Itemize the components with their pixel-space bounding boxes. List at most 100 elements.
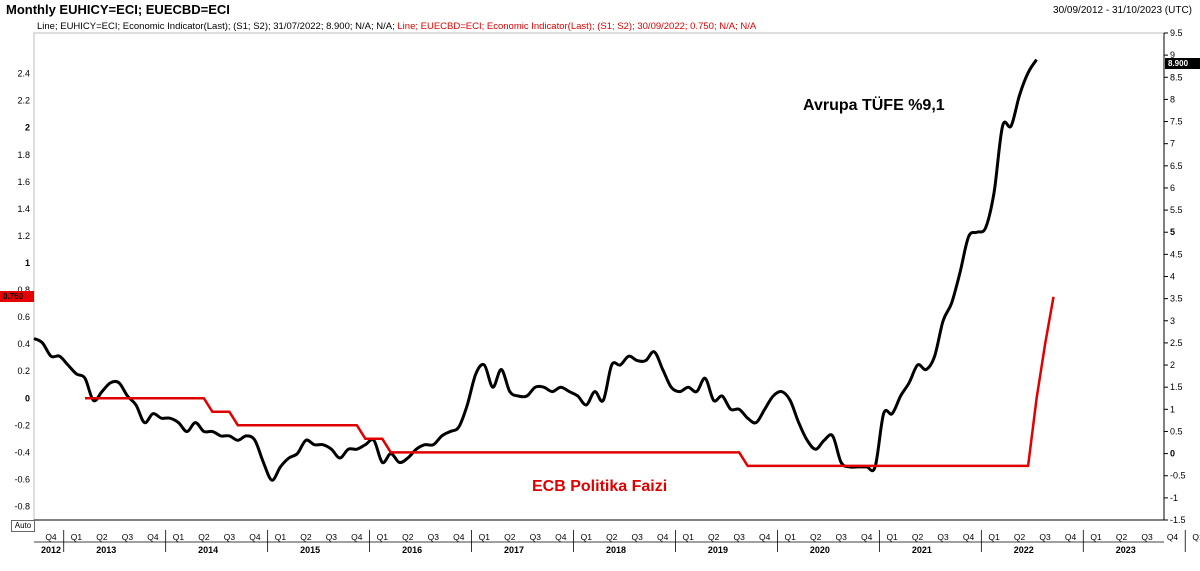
x-year-label: 2016 [402, 545, 422, 555]
left-tick-label: 2.4 [17, 69, 30, 79]
x-quarter-label: Q4 [1167, 532, 1179, 542]
x-quarter-label: Q2 [708, 532, 720, 542]
right-tick-label: 4.5 [1170, 249, 1183, 259]
x-year-label: 2015 [300, 545, 320, 555]
right-tick-label: 8.5 [1170, 72, 1183, 82]
x-year-label: 2018 [606, 545, 626, 555]
x-year-label: 2012 [41, 545, 61, 555]
x-quarter-label: Q1 [173, 532, 185, 542]
left-tick-label: 1.4 [17, 204, 30, 214]
x-quarter-label: Q2 [198, 532, 210, 542]
chart-title: Monthly EUHICY=ECI; EUECBD=ECI [6, 2, 230, 17]
x-quarter-label: Q4 [861, 532, 873, 542]
auto-scale-button[interactable]: Auto [11, 520, 35, 532]
x-quarter-label: Q3 [224, 532, 236, 542]
series-line-inflation [33, 58, 1038, 482]
x-quarter-label: Q2 [504, 532, 516, 542]
left-tick-label: 1.6 [17, 177, 30, 187]
x-quarter-label: Q1 [886, 532, 898, 542]
x-year-label: 2017 [504, 545, 524, 555]
right-tick-label: 9.5 [1170, 28, 1183, 38]
legend-inflation: Line; EUHICY=ECI; Economic Indicator(Las… [37, 21, 395, 32]
right-tick-label: 1 [1170, 404, 1175, 414]
left-tick-label: -0.6 [14, 474, 30, 484]
x-quarter-label: Q3 [835, 532, 847, 542]
x-quarter-label: Q1 [71, 532, 83, 542]
left-tick-label: 0 [25, 393, 30, 403]
x-quarter-label: Q1 [784, 532, 796, 542]
left-tick-label: 0.6 [17, 312, 30, 322]
x-quarter-label: Q2 [1014, 532, 1026, 542]
x-quarter-label: Q3 [937, 532, 949, 542]
x-quarter-label: Q1 [1192, 532, 1200, 542]
x-quarter-label: Q2 [912, 532, 924, 542]
x-quarter-label: Q4 [759, 532, 771, 542]
right-tick-label: 2 [1170, 360, 1175, 370]
x-quarter-label: Q4 [963, 532, 975, 542]
x-quarter-label: Q4 [1065, 532, 1077, 542]
right-tick-label: 8 [1170, 94, 1175, 104]
x-quarter-label: Q1 [988, 532, 1000, 542]
x-quarter-label: Q4 [657, 532, 669, 542]
x-year-label: 2019 [708, 545, 728, 555]
x-quarter-label: Q4 [45, 532, 57, 542]
x-year-label: 2021 [912, 545, 932, 555]
right-tick-label: -0.5 [1170, 471, 1186, 481]
right-tick-label: 7.5 [1170, 117, 1183, 127]
date-range: 30/09/2012 - 31/10/2023 (UTC) [1053, 5, 1192, 16]
right-tick-label: 7 [1170, 139, 1175, 149]
right-tick-label: -1 [1170, 493, 1178, 503]
x-year-label: 2020 [810, 545, 830, 555]
x-quarter-label: Q1 [683, 532, 695, 542]
left-tick-label: 0.2 [17, 366, 30, 376]
x-quarter-label: Q3 [122, 532, 134, 542]
legend-rate: Line; EUECBD=ECI; Economic Indicator(Las… [397, 21, 757, 32]
x-quarter-label: Q1 [1090, 532, 1102, 542]
inflation-last-value-badge: 8.900 [1165, 58, 1200, 69]
x-quarter-label: Q1 [275, 532, 287, 542]
right-tick-label: 5.5 [1170, 205, 1183, 215]
left-tick-label: 1.2 [17, 231, 30, 241]
x-quarter-label: Q3 [734, 532, 746, 542]
x-year-label: 2014 [198, 545, 218, 555]
x-year-label: 2022 [1014, 545, 1034, 555]
x-quarter-label: Q4 [453, 532, 465, 542]
x-quarter-label: Q1 [581, 532, 593, 542]
x-quarter-label: Q4 [147, 532, 159, 542]
x-quarter-label: Q1 [479, 532, 491, 542]
right-tick-label: 2.5 [1170, 338, 1183, 348]
x-quarter-label: Q1 [377, 532, 389, 542]
x-quarter-label: Q2 [1116, 532, 1128, 542]
right-tick-label: 0.5 [1170, 426, 1183, 436]
x-quarter-label: Q2 [606, 532, 618, 542]
right-tick-label: 4 [1170, 272, 1175, 282]
legend: Line; EUHICY=ECI; Economic Indicator(Las… [37, 21, 756, 32]
right-tick-label: 3 [1170, 316, 1175, 326]
x-quarter-label: Q2 [402, 532, 414, 542]
left-tick-label: 1.8 [17, 150, 30, 160]
x-year-label: 2023 [1116, 545, 1136, 555]
right-tick-label: 6.5 [1170, 161, 1183, 171]
x-quarter-label: Q3 [1141, 532, 1153, 542]
left-tick-label: -0.4 [14, 447, 30, 457]
x-year-label: 2013 [96, 545, 116, 555]
x-quarter-label: Q2 [300, 532, 312, 542]
left-tick-label: 2.2 [17, 96, 30, 106]
left-tick-label: 0.8 [17, 285, 30, 295]
left-tick-label: -0.8 [14, 501, 30, 511]
x-quarter-label: Q3 [326, 532, 338, 542]
right-tick-label: 1.5 [1170, 382, 1183, 392]
x-quarter-label: Q3 [530, 532, 542, 542]
x-quarter-label: Q3 [632, 532, 644, 542]
right-tick-label: 6 [1170, 183, 1175, 193]
right-tick-label: 9 [1170, 50, 1175, 60]
left-tick-label: 0.4 [17, 339, 30, 349]
rate-last-value-badge: 0.750 [0, 291, 34, 302]
left-tick-label: -0.2 [14, 420, 30, 430]
x-quarter-label: Q3 [428, 532, 440, 542]
x-quarter-label: Q4 [351, 532, 363, 542]
x-quarter-label: Q4 [249, 532, 261, 542]
right-tick-label: 3.5 [1170, 294, 1183, 304]
